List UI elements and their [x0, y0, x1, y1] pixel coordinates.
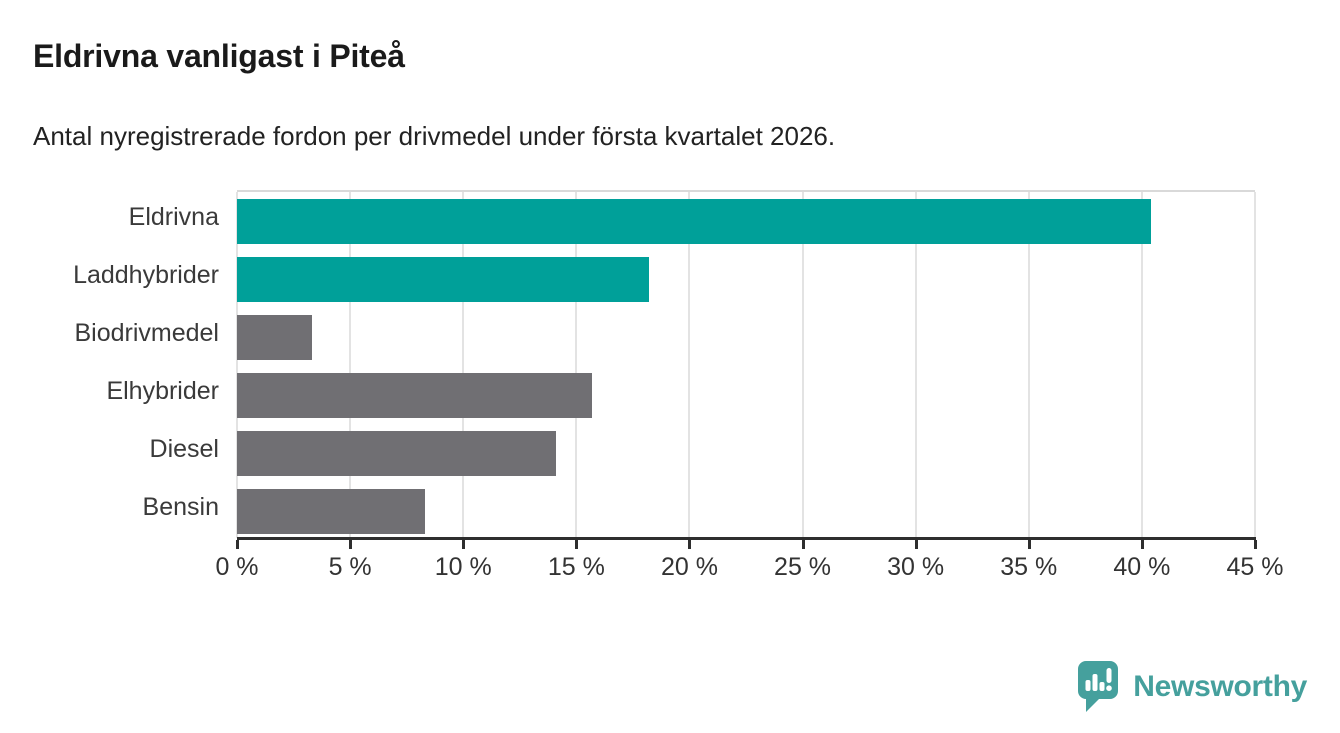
x-tick-label-10: 10 %: [434, 553, 492, 581]
x-tick-mark-5: [349, 540, 353, 549]
bar-row-biodrivmedel: [237, 308, 1255, 366]
gridline-0: [236, 192, 238, 538]
x-tick-mark-25: [801, 540, 805, 549]
x-tick-label-20: 20 %: [660, 553, 718, 581]
bar-eldrivna: [237, 199, 1151, 244]
gridline-30: [914, 192, 917, 538]
bar-row-laddhybrider: [237, 250, 1255, 308]
bar-row-elhybrider: [237, 366, 1255, 424]
category-label-diesel: Diesel: [149, 435, 219, 463]
x-tick-label-45: 45 %: [1226, 553, 1284, 581]
x-tick-label-25: 25 %: [774, 553, 832, 581]
x-tick-label-15: 15 %: [547, 553, 605, 581]
x-tick-label-35: 35 %: [1000, 553, 1058, 581]
plot-area: [236, 190, 1256, 540]
bar-elhybrider: [237, 373, 593, 418]
bar-diesel: [237, 431, 556, 476]
bar-row-bensin: [237, 482, 1255, 540]
x-tick-mark-45: [1254, 540, 1257, 549]
x-tick-mark-0: [236, 540, 239, 549]
x-tick-label-30: 30 %: [887, 553, 945, 581]
category-label-laddhybrider: Laddhybrider: [73, 261, 219, 289]
bar-laddhybrider: [237, 257, 649, 302]
x-tick-mark-20: [688, 540, 692, 549]
x-tick-label-0: 0 %: [215, 553, 259, 581]
x-tick-mark-10: [462, 540, 466, 549]
gridline-45: [1254, 192, 1256, 538]
category-label-eldrivna: Eldrivna: [128, 203, 219, 231]
x-tick-mark-40: [1140, 540, 1144, 549]
gridline-5: [349, 192, 352, 538]
gridline-10: [462, 192, 465, 538]
gridline-15: [575, 192, 578, 538]
category-label-elhybrider: Elhybrider: [106, 377, 219, 405]
gridline-35: [1027, 192, 1030, 538]
x-tick-label-40: 40 %: [1113, 553, 1171, 581]
category-axis-labels: Eldrivna Laddhybrider Biodrivmedel Elhybrid…: [0, 190, 219, 538]
x-tick-mark-15: [575, 540, 579, 549]
bar-bensin: [237, 489, 425, 534]
chart-title: Eldrivna vanligast i Piteå: [33, 38, 405, 74]
bar-row-diesel: [237, 424, 1255, 482]
chart-subtitle: Antal nyregistrerade fordon per drivmede…: [33, 121, 836, 151]
newsworthy-wordmark: Newsworthy: [1133, 670, 1307, 703]
bar-biodrivmedel: [237, 315, 312, 360]
x-axis-line: [237, 537, 1256, 540]
speech-bubble-chart-icon: [1078, 661, 1119, 712]
category-label-biodrivmedel: Biodrivmedel: [74, 319, 219, 347]
gridline-40: [1140, 192, 1143, 538]
category-label-bensin: Bensin: [142, 493, 219, 521]
x-tick-mark-30: [914, 540, 918, 549]
gridline-25: [801, 192, 804, 538]
gridline-20: [688, 192, 691, 538]
x-tick-mark-35: [1027, 540, 1031, 549]
x-tick-label-5: 5 %: [328, 553, 372, 581]
x-axis-ticks: 0 % 5 % 10 % 15 % 20 % 25 % 30 % 35 % 40 % 45 %: [215, 540, 1283, 600]
newsworthy-logo: Newsworthy: [1078, 661, 1307, 713]
bar-row-eldrivna: [237, 192, 1255, 250]
